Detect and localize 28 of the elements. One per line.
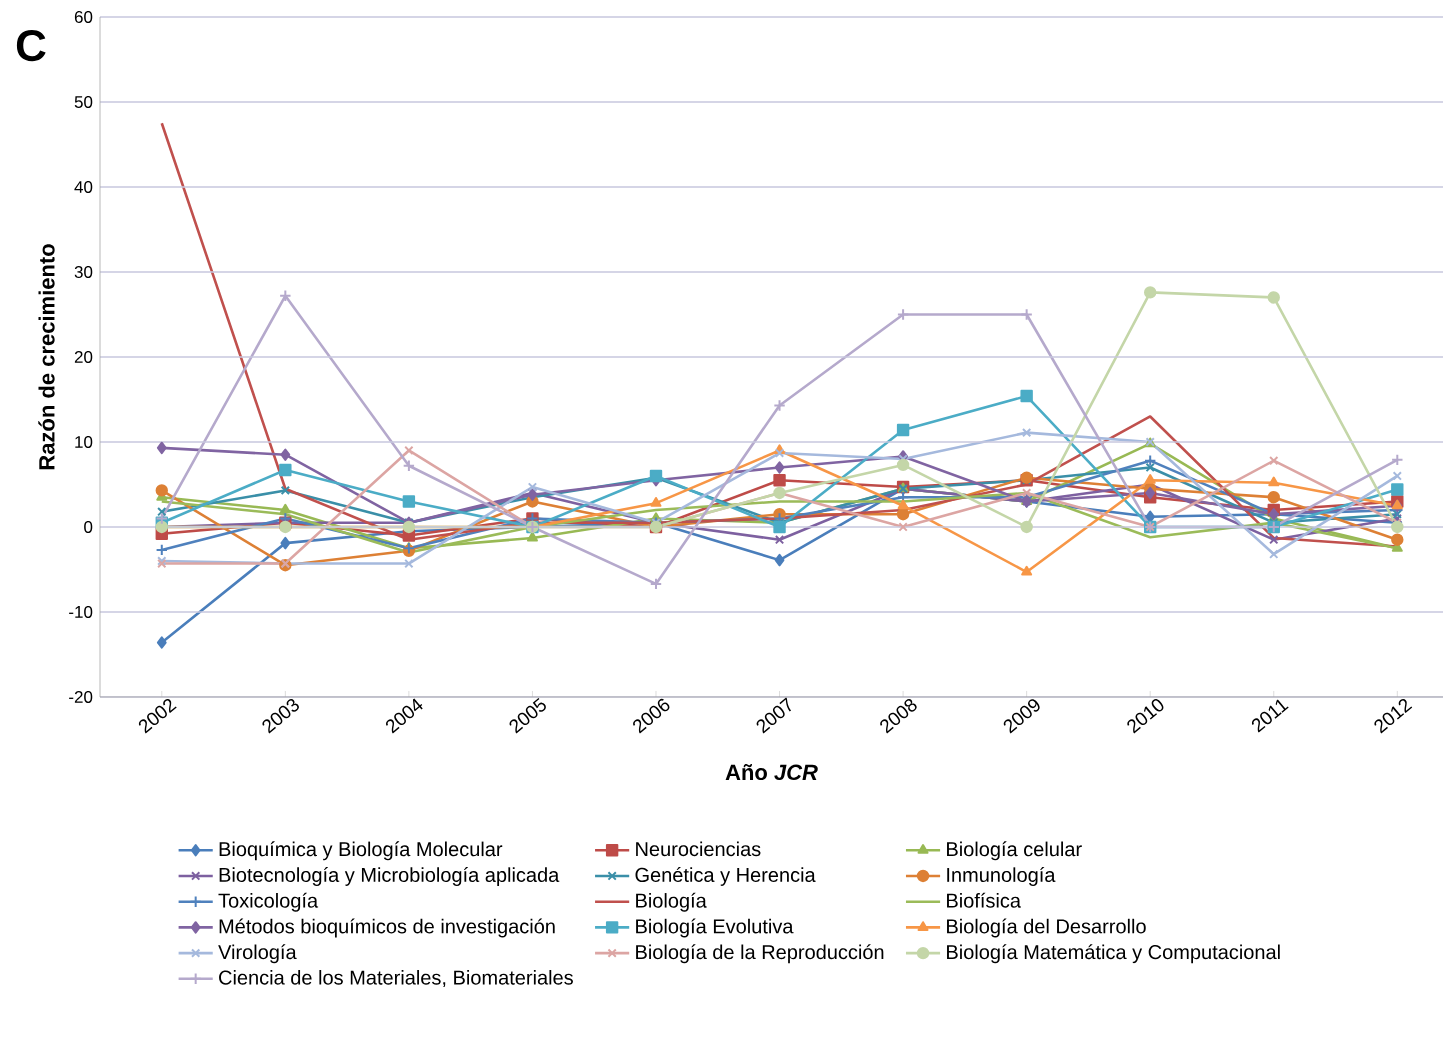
legend-label: Ciencia de los Materiales, Biomateriales [219,970,573,988]
legend-label: Toxicología [218,892,319,912]
legend-label: Biología Evolutiva [636,918,794,938]
legend-label: Neurociencias [636,841,761,857]
y-tick-label: 30 [74,265,93,278]
legend-label: Virología [218,944,297,964]
legend-label: Biofísica [947,892,1021,908]
y-tick-label: 40 [74,180,93,193]
text: C [16,30,46,62]
legend-label: Biotecnología y Microbiología aplicada [219,867,560,886]
legend-label: Inmunología [947,867,1056,886]
legend-label: Bioquímica y Biología Molecular [219,841,503,861]
y-tick-label: 0 [84,520,93,533]
y-axis-title: Razón de crecimiento [38,244,55,470]
legend-label: Genética y Herencia [635,867,816,886]
legend-label: Métodos bioquímicos de investigación [219,918,555,938]
x-axis-title: Año JCR [725,764,818,781]
legend-label: Biología Matemática y Computacional [947,944,1280,964]
legend-label: Biología celular [947,841,1082,861]
legend-label: Biología de la Reproducción [636,944,884,964]
y-tick-label: -10 [69,605,93,618]
legend-label: Biología del Desarrollo [947,918,1146,938]
y-tick-label: -20 [69,690,93,703]
y-tick-label: 20 [74,350,93,363]
y-tick-label: 10 [75,435,93,448]
y-tick-label: 60 [74,10,93,23]
legend-label: Biología [636,892,707,912]
y-tick-label: 50 [74,95,93,108]
